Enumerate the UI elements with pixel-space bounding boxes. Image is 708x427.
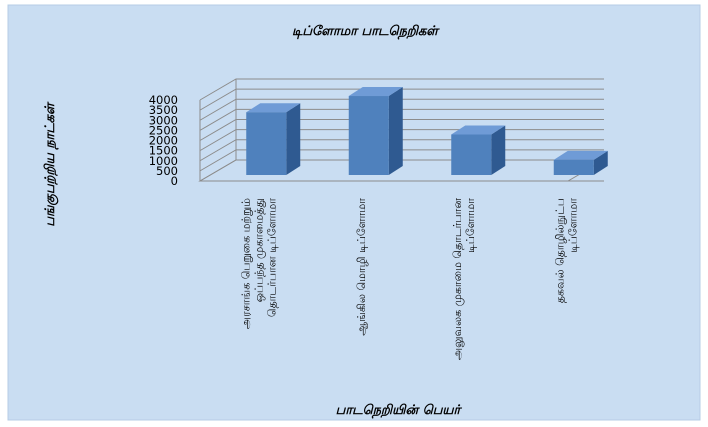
y-tick-label: 2000	[149, 134, 178, 148]
bar	[246, 103, 301, 175]
y-tick-label: 3500	[149, 103, 178, 117]
bar-top	[553, 150, 608, 160]
bar-front	[451, 134, 492, 175]
bar-top	[451, 125, 506, 135]
bar-front	[246, 112, 287, 175]
x-tick-label: தகவல் தொழில்நுட்படிப்ளோமா	[553, 198, 579, 303]
y-axis-label: பங்குபற்றிய நாட்கள்	[43, 101, 59, 227]
bar	[451, 125, 506, 175]
y-tick-label: 1500	[149, 144, 178, 158]
x-tick-label: அலுவலக முகாமை தொடர்பானடிப்ளோமா	[451, 198, 477, 360]
x-tick-label: ஆங்கில மொழி டிப்ளோமா	[355, 198, 368, 336]
bar-top	[348, 87, 403, 97]
bar-side	[388, 87, 403, 175]
y-tick-label: 0	[171, 174, 178, 188]
bar-front	[348, 96, 389, 175]
bar	[348, 87, 403, 175]
bar-side	[286, 103, 301, 175]
chart-background	[7, 4, 701, 421]
x-tick-labels: அரசாங்க பெறுகை மற்றும்ஒப்பந்த முகாமைத்து…	[239, 198, 579, 360]
y-tick-label: 500	[156, 164, 178, 178]
bar	[553, 150, 608, 175]
x-axis-label: பாடநெறியின் பெயர்	[336, 403, 463, 419]
x-tick-label: அரசாங்க பெறுகை மற்றும்ஒப்பந்த முகாமைத்து…	[239, 198, 278, 329]
y-tick-label: 2500	[149, 123, 178, 137]
y-tick-label: 3000	[149, 113, 178, 127]
bar-side	[593, 150, 608, 175]
bar-front	[553, 159, 594, 175]
bar-top	[246, 103, 301, 113]
y-tick-label: 4000	[149, 93, 178, 107]
y-tick-label: 1000	[149, 154, 178, 168]
chart-title: டிப்ளோமா பாடநெறிகள்	[292, 24, 440, 40]
bars	[246, 87, 608, 175]
bar-side	[491, 125, 506, 175]
